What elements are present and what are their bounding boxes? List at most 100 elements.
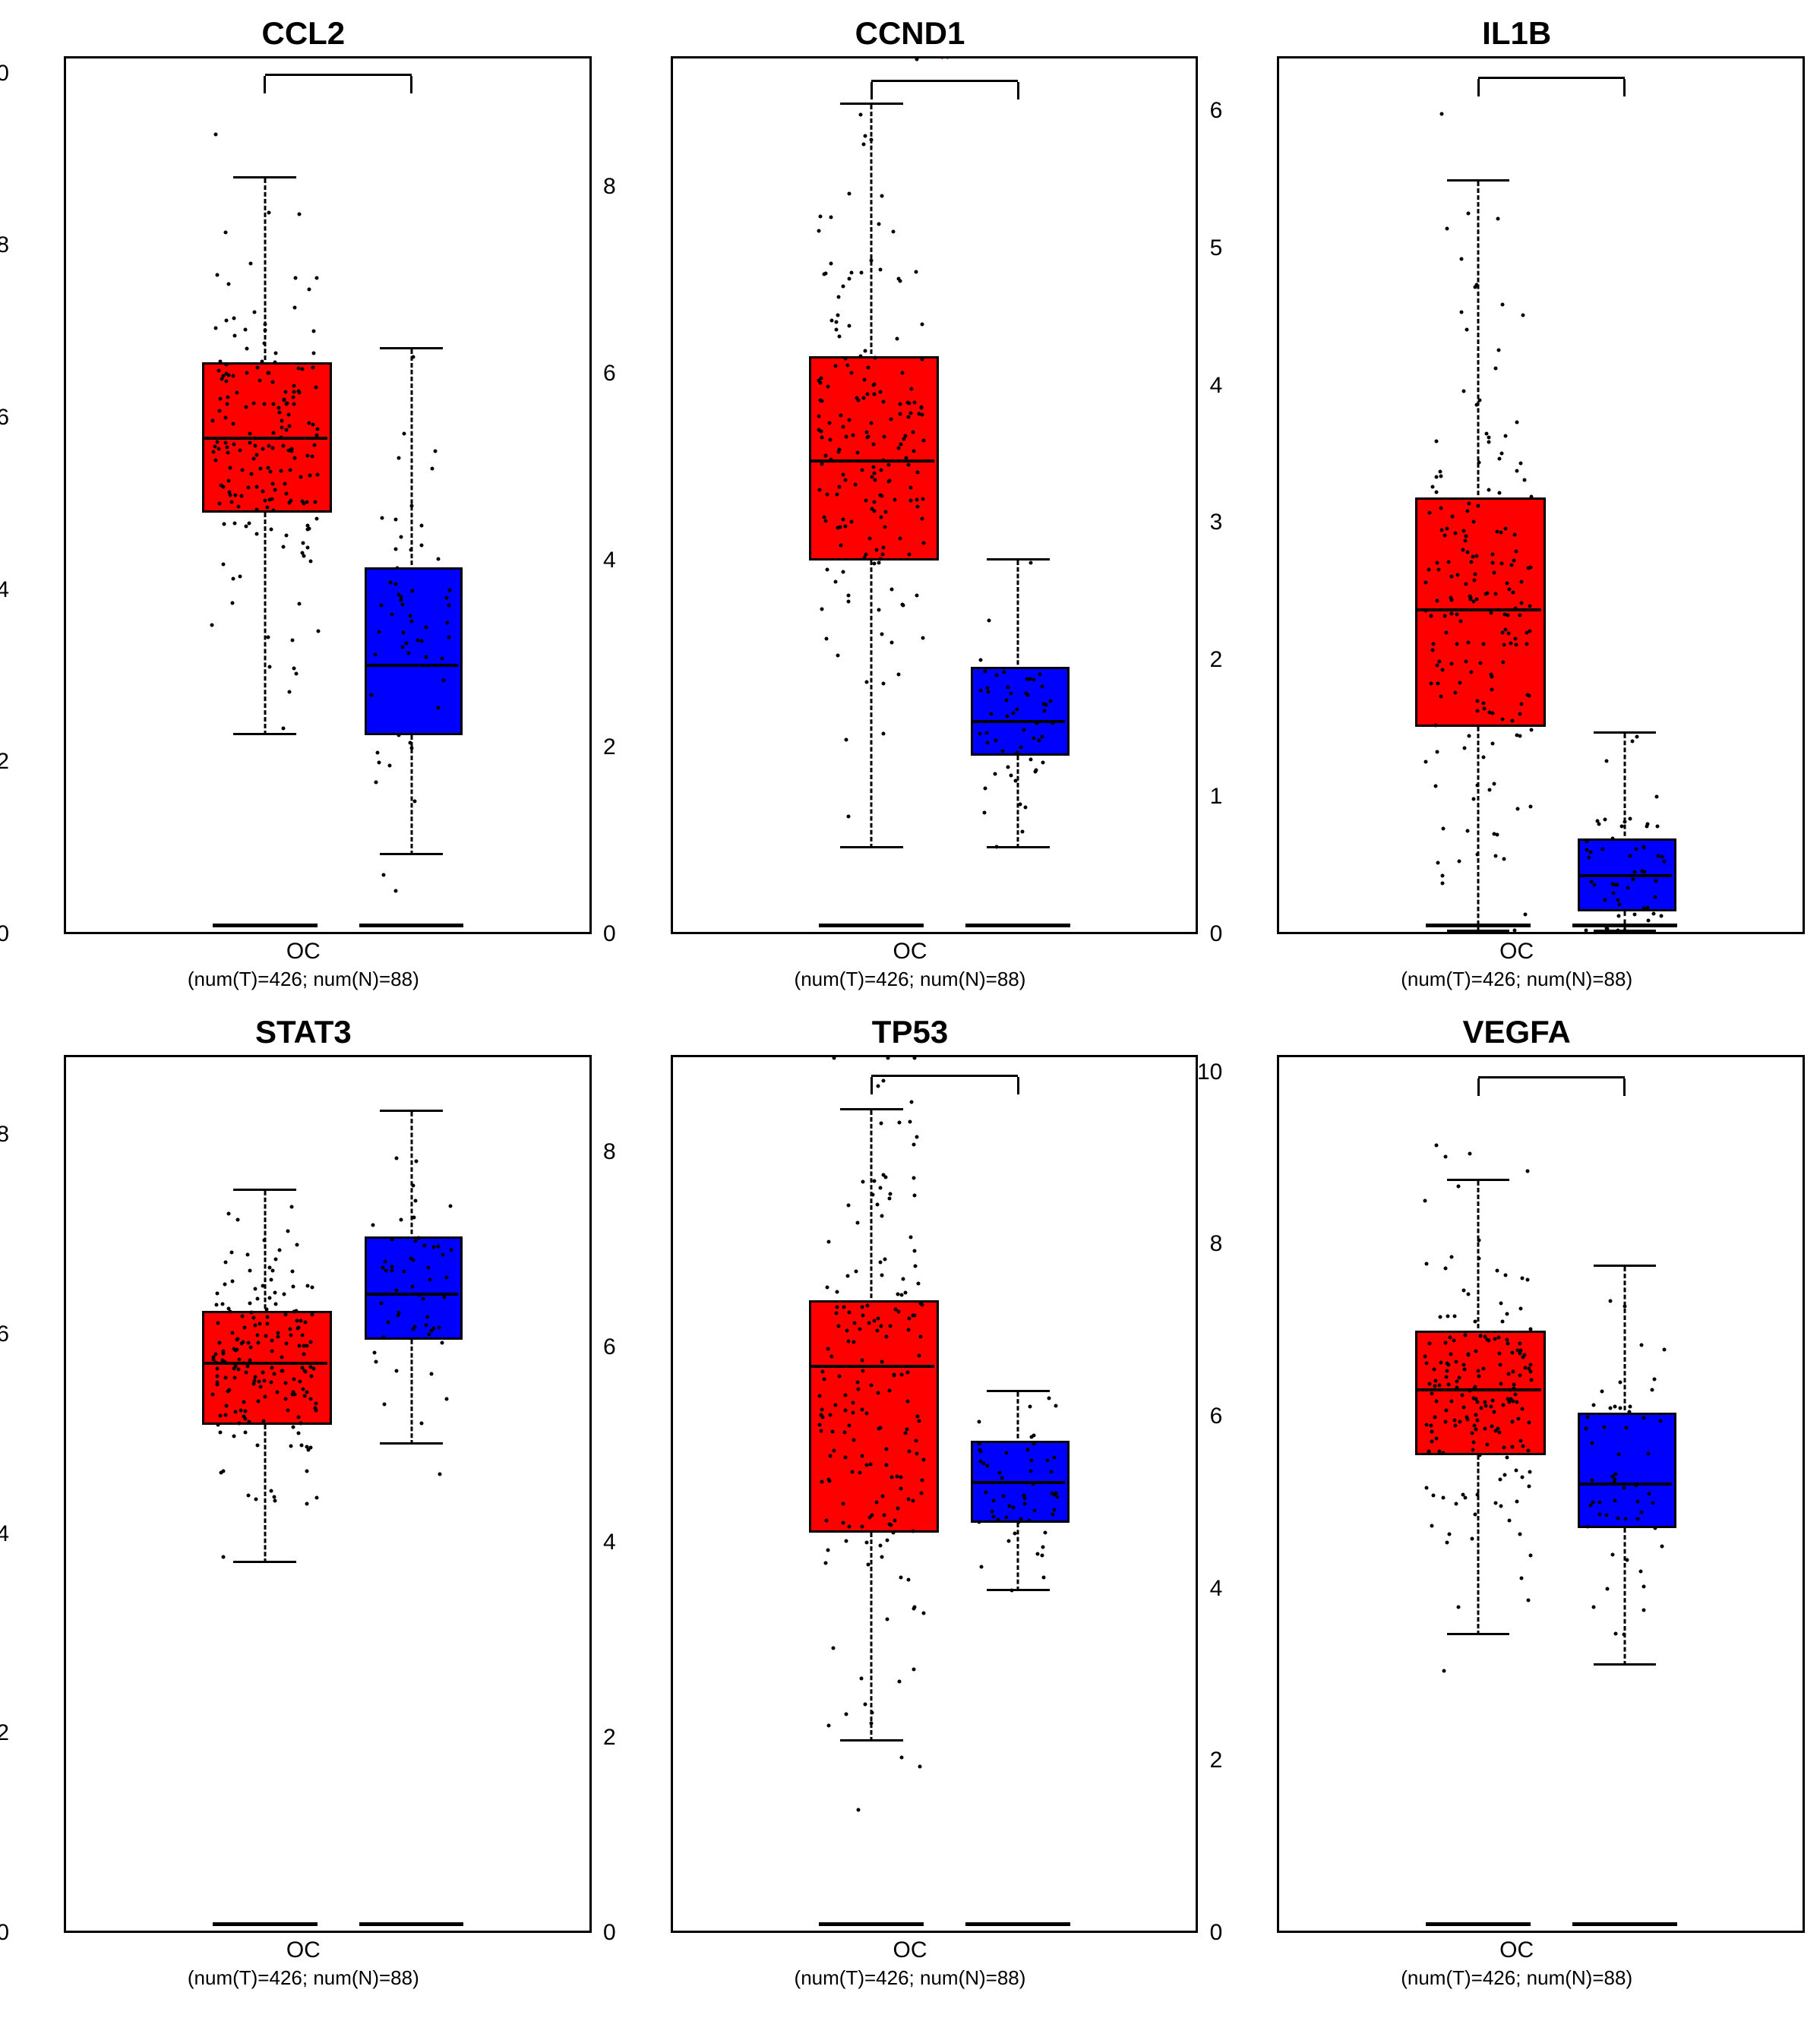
jitter-point [276, 1331, 280, 1334]
jitter-point [848, 324, 852, 328]
jitter-point [286, 1408, 290, 1412]
jitter-point [1529, 1378, 1533, 1382]
jitter-point [311, 423, 314, 427]
jitter-point [831, 1430, 835, 1434]
jitter-point [409, 548, 412, 552]
jitter-point [449, 1248, 453, 1252]
jitter-point [295, 672, 299, 676]
jitter-point [1446, 1314, 1449, 1318]
jitter-point [222, 1351, 226, 1355]
y-tick-label: 4 [603, 1530, 622, 1555]
jitter-point [1431, 1493, 1435, 1497]
jitter-point [861, 1314, 864, 1318]
jitter-point [1623, 1305, 1626, 1309]
jitter-point [820, 1407, 824, 1411]
jitter-point [878, 1186, 882, 1190]
jitter-point [841, 284, 845, 288]
jitter-point [1584, 929, 1588, 933]
panel-title: TP53 [872, 1014, 948, 1050]
jitter-point [221, 485, 225, 489]
jitter-point [1446, 1383, 1450, 1387]
jitter-point [831, 1647, 835, 1650]
jitter-point [987, 619, 991, 623]
jitter-point [224, 416, 228, 420]
jitter-point [299, 1319, 302, 1323]
jitter-point [880, 1555, 884, 1558]
jitter-point [920, 516, 924, 520]
jitter-point [1019, 745, 1022, 749]
whisker-cap [1594, 731, 1657, 734]
jitter-point [1585, 1415, 1589, 1419]
jitter-point [1474, 1350, 1478, 1353]
jitter-point [249, 1346, 253, 1350]
whisker-cap [1447, 179, 1510, 182]
jitter-point [995, 845, 999, 849]
jitter-point [292, 390, 296, 393]
jitter-point [981, 1461, 985, 1465]
jitter-point [1472, 797, 1476, 801]
jitter-point [1469, 560, 1473, 564]
jitter-point [232, 521, 236, 525]
y-tick-mark [64, 1135, 66, 1138]
jitter-point [1511, 1351, 1515, 1355]
y-tick-label: 5 [1210, 235, 1229, 261]
jitter-point [245, 1253, 249, 1257]
jitter-point [274, 1258, 278, 1262]
base-bar [1572, 924, 1677, 927]
jitter-point [861, 1408, 864, 1412]
jitter-point [397, 456, 401, 459]
jitter-point [312, 329, 316, 333]
jitter-point [875, 1203, 879, 1207]
jitter-point [860, 1454, 864, 1457]
jitter-point [1608, 1299, 1612, 1303]
jitter-point [1469, 671, 1473, 674]
jitter-point [829, 457, 833, 461]
jitter-point [1640, 1344, 1644, 1347]
jitter-point [1040, 1553, 1044, 1557]
jitter-point [300, 1444, 304, 1448]
jitter-point [1047, 1397, 1051, 1400]
jitter-point [1041, 760, 1045, 764]
jitter-point [1001, 750, 1005, 753]
jitter-point [912, 1607, 916, 1611]
jitter-point [877, 561, 880, 564]
jitter-point [1633, 870, 1637, 873]
jitter-point [1455, 1386, 1458, 1390]
jitter-point [1525, 1170, 1529, 1173]
jitter-point [1454, 1360, 1458, 1364]
jitter-point [388, 764, 392, 768]
jitter-point [842, 1305, 845, 1309]
jitter-point [265, 506, 269, 510]
jitter-point [824, 1519, 828, 1523]
jitter-point [900, 1756, 904, 1760]
jitter-point [848, 1424, 852, 1428]
jitter-point [1523, 478, 1527, 482]
jitter-point [851, 1411, 855, 1415]
jitter-point [429, 1329, 433, 1333]
jitter-point [1488, 710, 1492, 714]
jitter-point [264, 1395, 267, 1399]
jitter-point [1475, 554, 1479, 557]
jitter-point [1513, 532, 1517, 536]
jitter-point [1440, 528, 1444, 532]
jitter-point [1016, 707, 1019, 711]
jitter-point [847, 1311, 851, 1315]
jitter-point [449, 1204, 453, 1208]
jitter-point [261, 1370, 264, 1374]
jitter-point [820, 1369, 824, 1373]
median-line [809, 1365, 934, 1368]
jitter-point [908, 1450, 912, 1454]
jitter-point [1006, 686, 1010, 690]
jitter-point [1478, 399, 1482, 403]
jitter-point [218, 409, 222, 412]
y-tick-label: 0 [0, 1920, 15, 1946]
jitter-point [897, 446, 901, 450]
jitter-point [1475, 597, 1479, 601]
panel-caption: (num(T)=426; num(N)=88) [795, 1966, 1026, 1990]
jitter-point [404, 642, 408, 646]
jitter-point [1523, 913, 1527, 917]
jitter-point [1605, 759, 1609, 763]
jitter-point [279, 435, 283, 439]
jitter-point [886, 1538, 889, 1542]
jitter-point [1604, 1514, 1608, 1517]
